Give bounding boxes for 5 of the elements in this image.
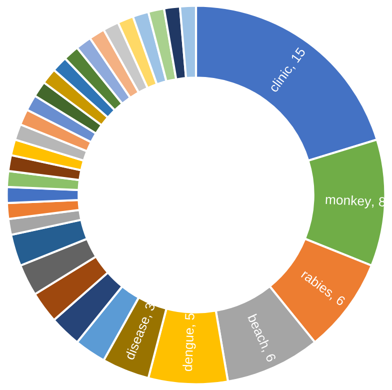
- slice-label: dengue: [182, 328, 196, 372]
- data-label: , 5: [184, 313, 196, 327]
- slice-label: monkey: [326, 194, 372, 209]
- slice-label: beach: [248, 314, 270, 349]
- data-label: , 3: [142, 302, 157, 318]
